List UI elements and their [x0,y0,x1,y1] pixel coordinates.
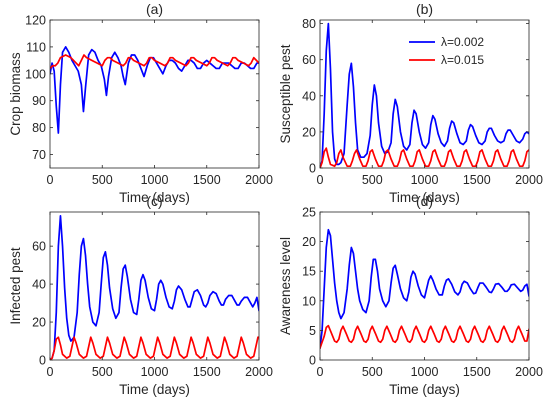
x-tick-label: 1000 [141,365,169,379]
y-tick-label: 80 [32,121,46,135]
y-tick-label: 40 [302,89,316,103]
panel-title: (d) [416,193,433,209]
series-line-1 [50,214,259,360]
series-line-1 [320,22,529,168]
y-tick-label: 15 [302,265,316,279]
y-tick-label: 70 [32,148,46,162]
y-tick-label: 10 [302,294,316,308]
y-tick-label: 0 [309,162,316,176]
plot-frame [319,211,530,361]
panel-title: (b) [416,1,433,17]
x-tick-label: 0 [47,173,54,187]
y-tick-label: 80 [302,17,316,31]
series-line-2 [320,147,529,168]
y-axis-label: Infected pest [8,247,23,325]
y-tick-label: 0 [309,354,316,368]
x-tick-label: 1000 [411,365,439,379]
x-tick-label: 1500 [463,173,491,187]
y-tick-label: 20 [302,235,316,249]
x-tick-label: 2000 [515,173,543,187]
series-line-2 [50,54,259,70]
panel-1: 0 500 1000 1500 2000 70 80 90 100 110 120 (a) Time (… [8,1,273,205]
x-tick-label: 1000 [141,173,169,187]
y-axis-label: Susceptible pest [278,44,293,143]
x-tick-label: 500 [92,173,113,187]
y-tick-label: 90 [32,94,46,108]
y-tick-label: 25 [302,206,316,220]
series-line-2 [320,324,529,350]
x-tick-label: 1000 [411,173,439,187]
x-tick-label: 1500 [193,173,221,187]
x-tick-label: 1500 [193,365,221,379]
y-tick-label: 100 [25,67,46,81]
x-tick-label: 2000 [245,365,273,379]
legend: λ=0.002 λ=0.015 [409,35,484,67]
y-tick-label: 20 [32,316,46,330]
x-tick-label: 0 [47,365,54,379]
y-tick-label: 60 [32,240,46,254]
y-tick-label: 20 [302,125,316,139]
x-tick-label: 2000 [245,173,273,187]
legend-label-2: λ=0.015 [441,53,484,67]
x-axis-label: Time (days) [119,190,190,205]
x-tick-label: 0 [317,173,324,187]
y-tick-label: 5 [309,324,316,338]
panel-title: (a) [146,1,163,17]
y-tick-label: 60 [302,53,316,67]
y-tick-label: 120 [25,14,46,28]
y-tick-label: 110 [26,40,46,54]
panel-2: 0 500 1000 1500 2000 0 20 40 60 80 (b) Time (days) S… [278,1,543,205]
y-tick-label: 40 [32,278,46,292]
plot-frame [49,211,260,361]
legend-label-1: λ=0.002 [441,35,484,49]
x-tick-label: 500 [362,173,383,187]
series-line-2 [50,336,259,360]
y-axis-label: Awareness level [278,237,293,335]
x-tick-label: 1500 [463,365,491,379]
x-tick-label: 2000 [515,365,543,379]
x-axis-label: Time (days) [389,382,460,397]
x-tick-label: 500 [362,365,383,379]
x-tick-label: 500 [92,365,113,379]
y-axis-label: Crop biomass [8,52,23,136]
x-axis-label: Time (days) [389,190,460,205]
series-line-1 [320,228,529,350]
y-tick-label: 0 [39,354,46,368]
panel-title: (c) [146,193,162,209]
x-tick-label: 0 [317,365,324,379]
x-axis-label: Time (days) [119,382,190,397]
